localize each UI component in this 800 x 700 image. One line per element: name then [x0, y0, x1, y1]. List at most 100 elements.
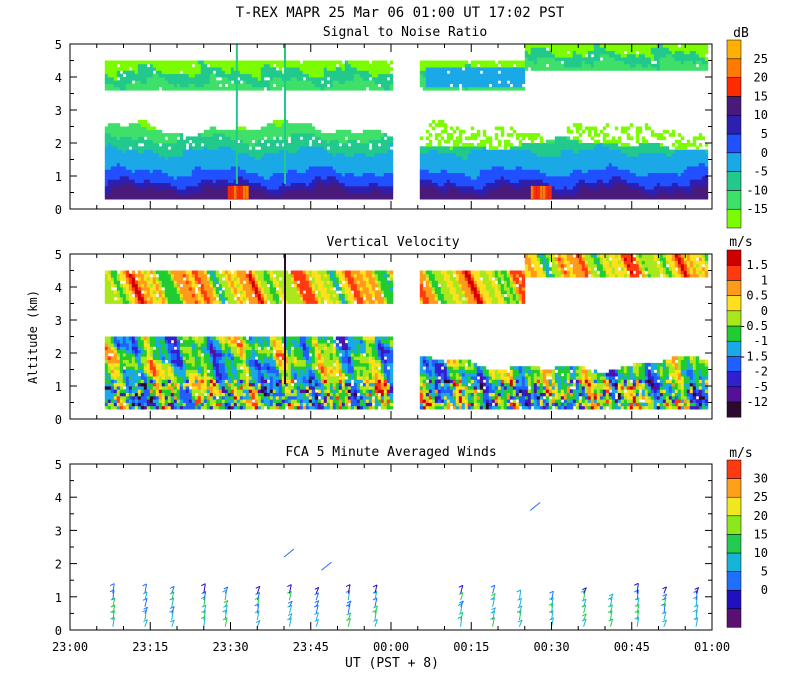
snr-cell: [473, 156, 478, 160]
snr-cell: [284, 123, 289, 127]
snr-cell: [104, 146, 109, 150]
snr-cell: [251, 70, 256, 75]
snr-cell: [605, 44, 610, 48]
snr-cell: [503, 63, 508, 68]
snr-cell: [206, 192, 211, 197]
snr-cell: [218, 156, 223, 160]
snr-cell: [548, 44, 553, 48]
snr-cell: [161, 136, 166, 141]
snr-cell: [539, 44, 544, 48]
snr-cell: [479, 67, 484, 71]
snr-cell: [440, 189, 445, 193]
snr-cell: [185, 192, 190, 197]
snr-cell: [194, 60, 199, 65]
snr-cell: [497, 149, 502, 154]
snr-cell: [653, 53, 658, 58]
snr-cell: [218, 162, 223, 167]
snr-cell: [653, 169, 658, 174]
snr-cell: [149, 143, 154, 147]
snr-cell: [311, 185, 316, 190]
snr-cell: [296, 143, 301, 147]
snr-cell: [161, 139, 166, 144]
snr-cell: [629, 67, 634, 71]
snr-cell: [422, 70, 427, 75]
snr-cell: [203, 63, 208, 68]
snr-cell: [230, 146, 235, 150]
snr-cell: [359, 86, 364, 91]
snr-cell: [365, 169, 370, 174]
snr-cell: [107, 166, 112, 170]
snr-cell: [599, 50, 604, 55]
snr-cell: [422, 166, 427, 170]
snr-cell: [617, 152, 622, 157]
snr-cell: [629, 189, 634, 193]
snr-cell: [302, 63, 307, 68]
snr-cell: [125, 159, 130, 164]
snr-cell: [545, 179, 550, 183]
snr-cell: [278, 162, 283, 167]
snr-cell: [197, 189, 202, 193]
snr-cell: [443, 83, 448, 88]
snr-cell: [191, 80, 196, 84]
snr-cell: [107, 80, 112, 84]
snr-cell: [113, 152, 118, 157]
snr-cell: [248, 86, 253, 91]
snr-cell: [362, 73, 367, 78]
snr-cell: [590, 172, 595, 177]
snr-cell: [386, 86, 391, 91]
snr-cell: [503, 162, 508, 167]
snr-cell: [563, 162, 568, 167]
snr-cell: [569, 139, 574, 144]
snr-cell: [584, 159, 589, 164]
snr-cell: [368, 80, 373, 84]
snr-cell: [371, 176, 376, 180]
snr-cell: [227, 179, 232, 183]
snr-cell: [140, 60, 145, 65]
snr-cell: [266, 159, 271, 164]
snr-cell: [122, 162, 127, 167]
snr-cell: [476, 146, 481, 150]
snr-cell: [476, 192, 481, 197]
snr-cell: [338, 162, 343, 167]
snr-cell: [179, 172, 184, 177]
snr-cell: [305, 149, 310, 154]
snr-cell: [221, 136, 226, 141]
snr-cell: [350, 63, 355, 68]
snr-cell: [230, 70, 235, 75]
snr-cell: [149, 129, 154, 134]
snr-cell: [248, 149, 253, 154]
snr-cell: [347, 172, 352, 177]
snr-cell: [203, 179, 208, 183]
snr-cell: [203, 169, 208, 174]
snr-cell: [524, 146, 529, 150]
snr-cell: [287, 185, 292, 190]
snr-cell: [653, 172, 658, 177]
snr-cell: [302, 67, 307, 71]
snr-cell: [560, 63, 565, 68]
snr-cell: [467, 192, 472, 197]
snr-cell: [188, 166, 193, 170]
snr-cell: [209, 172, 214, 177]
snr-cell: [593, 166, 598, 170]
snr-cell: [182, 182, 187, 187]
snr-cell: [281, 119, 286, 124]
snr-cell: [278, 70, 283, 75]
snr-cell: [458, 70, 463, 75]
snr-cell: [632, 195, 637, 200]
snr-cell: [530, 149, 535, 154]
snr-cell: [527, 53, 532, 58]
snr-cell: [428, 192, 433, 197]
snr-cell: [206, 129, 211, 134]
snr-cell: [572, 182, 577, 187]
snr-cell: [230, 149, 235, 154]
snr-cell: [293, 195, 298, 200]
snr-cell: [512, 67, 517, 71]
snr-cell: [266, 166, 271, 170]
snr-cell: [554, 185, 559, 190]
snr-cell: [200, 152, 205, 157]
snr-cell: [278, 146, 283, 150]
snr-cell: [176, 179, 181, 183]
snr-cell: [533, 166, 538, 170]
snr-cell: [638, 172, 643, 177]
snr-cell: [572, 172, 577, 177]
